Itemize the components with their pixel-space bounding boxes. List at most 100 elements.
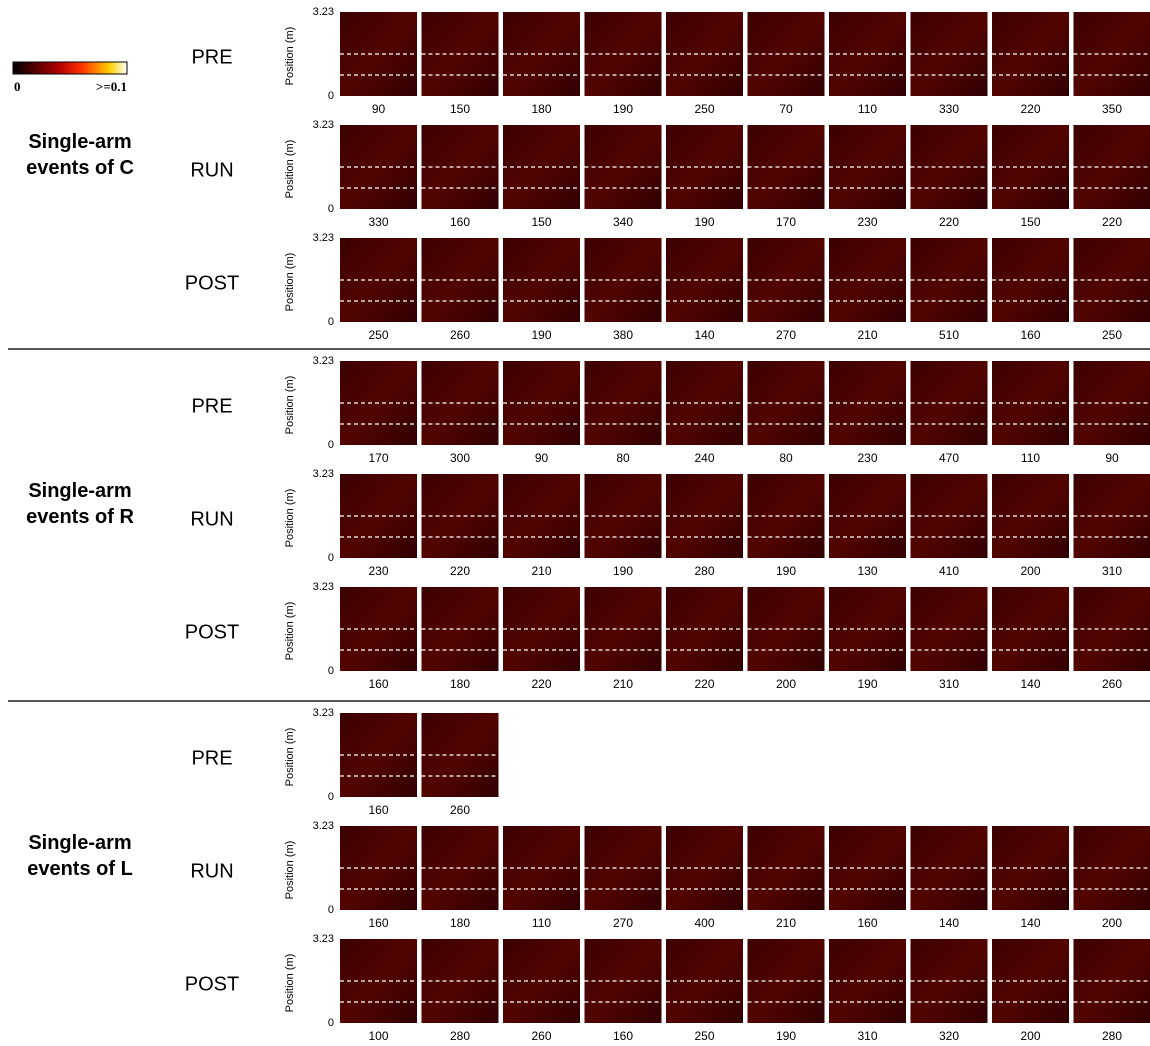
y-axis-label: Position (m)	[284, 376, 296, 435]
y-tick-top: 3.23	[313, 6, 334, 18]
event-duration: 210	[857, 328, 877, 342]
event-duration: 160	[368, 677, 388, 691]
event-duration: 280	[694, 564, 714, 578]
event-duration: 70	[779, 102, 793, 116]
event-duration: 250	[368, 328, 388, 342]
event-duration: 410	[939, 564, 959, 578]
event-duration: 190	[613, 102, 633, 116]
event-duration: 470	[939, 451, 959, 465]
event-duration: 110	[532, 916, 551, 930]
event-duration: 150	[450, 102, 470, 116]
event-duration: 270	[776, 328, 796, 342]
event-duration: 210	[531, 564, 551, 578]
y-tick-top: 3.23	[313, 468, 334, 480]
row-label: RUN	[190, 860, 233, 882]
y-tick-bottom: 0	[328, 665, 334, 677]
group-title-line: Single-arm	[28, 832, 131, 854]
event-duration: 160	[368, 916, 388, 930]
event-duration: 220	[939, 215, 959, 229]
event-duration: 210	[776, 916, 796, 930]
y-tick-bottom: 0	[328, 904, 334, 916]
event-duration: 350	[1102, 102, 1122, 116]
row-label: PRE	[191, 747, 232, 769]
colorbar-max: >=0.1	[96, 79, 127, 94]
event-duration: 200	[776, 677, 796, 691]
y-tick-top: 3.23	[313, 820, 334, 832]
group-title-line: Single-arm	[28, 131, 131, 153]
event-duration: 220	[1020, 102, 1040, 116]
event-duration: 160	[613, 1029, 633, 1043]
event-duration: 400	[694, 916, 714, 930]
event-duration: 230	[857, 215, 877, 229]
event-duration: 230	[368, 564, 388, 578]
event-duration: 190	[776, 1029, 796, 1043]
event-duration: 130	[857, 564, 877, 578]
event-duration: 200	[1102, 916, 1122, 930]
colorbar	[13, 62, 127, 74]
event-duration: 90	[372, 102, 386, 116]
event-duration: 320	[939, 1029, 959, 1043]
event-duration: 80	[779, 451, 793, 465]
row-label: PRE	[191, 395, 232, 417]
event-duration: 190	[531, 328, 551, 342]
figure: 0 >=0.1 Single-armevents of C PRE Position…	[0, 0, 1150, 1046]
event-duration: 140	[694, 328, 714, 342]
event-duration: 300	[450, 451, 470, 465]
event-duration: 180	[450, 916, 470, 930]
y-tick-bottom: 0	[328, 791, 334, 803]
event-duration: 180	[450, 677, 470, 691]
y-tick-top: 3.23	[313, 232, 334, 244]
event-duration: 110	[858, 102, 877, 116]
event-duration: 140	[939, 916, 959, 930]
event-duration: 330	[939, 102, 959, 116]
event-duration: 100	[368, 1029, 388, 1043]
event-duration: 510	[939, 328, 959, 342]
row-label: PRE	[191, 46, 232, 68]
event-duration: 200	[1020, 564, 1040, 578]
event-duration: 150	[1020, 215, 1040, 229]
event-duration: 190	[857, 677, 877, 691]
event-duration: 190	[776, 564, 796, 578]
row-label: RUN	[190, 508, 233, 530]
event-duration: 340	[613, 215, 633, 229]
y-tick-top: 3.23	[313, 581, 334, 593]
y-axis-label: Position (m)	[284, 253, 296, 312]
event-duration: 260	[450, 803, 470, 817]
y-axis-label: Position (m)	[284, 728, 296, 787]
event-duration: 310	[1102, 564, 1122, 578]
y-tick-top: 3.23	[313, 355, 334, 367]
event-duration: 150	[531, 215, 551, 229]
colorbar-min: 0	[14, 79, 21, 94]
event-duration: 220	[694, 677, 714, 691]
row-label: POST	[185, 272, 239, 294]
event-duration: 250	[1102, 328, 1122, 342]
event-duration: 260	[531, 1029, 551, 1043]
group-title-line: Single-arm	[28, 480, 131, 502]
event-duration: 280	[450, 1029, 470, 1043]
event-duration: 220	[1102, 215, 1122, 229]
event-duration: 180	[531, 102, 551, 116]
event-duration: 160	[368, 803, 388, 817]
y-axis-label: Position (m)	[284, 841, 296, 900]
event-duration: 140	[1020, 916, 1040, 930]
event-duration: 210	[613, 677, 633, 691]
event-duration: 160	[450, 215, 470, 229]
event-duration: 170	[776, 215, 796, 229]
event-duration: 260	[1102, 677, 1122, 691]
y-axis-label: Position (m)	[284, 489, 296, 548]
event-duration: 310	[939, 677, 959, 691]
y-tick-top: 3.23	[313, 933, 334, 945]
event-duration: 310	[857, 1029, 877, 1043]
event-duration: 270	[613, 916, 633, 930]
event-duration: 250	[694, 102, 714, 116]
y-tick-bottom: 0	[328, 90, 334, 102]
y-tick-top: 3.23	[313, 119, 334, 131]
event-duration: 230	[857, 451, 877, 465]
event-duration: 380	[613, 328, 633, 342]
event-duration: 160	[857, 916, 877, 930]
event-duration: 260	[450, 328, 470, 342]
y-axis-label: Position (m)	[284, 954, 296, 1013]
